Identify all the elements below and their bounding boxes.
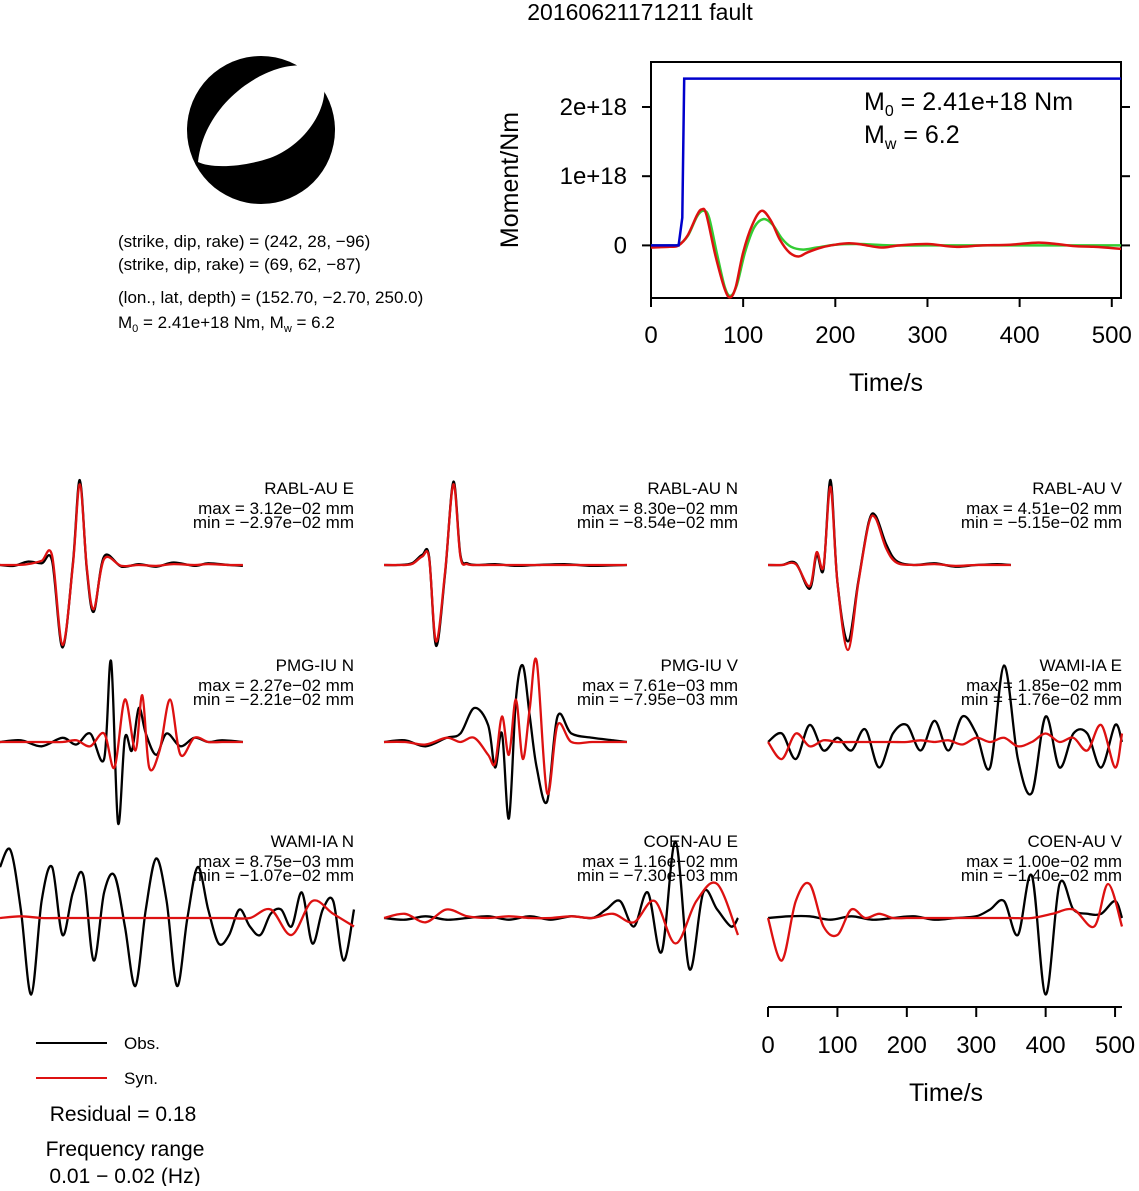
moment-x-axis: 0 100 200 300 400 500 bbox=[644, 298, 1132, 349]
moment-xtick-label: 200 bbox=[815, 322, 855, 349]
wave-xtick-label: 400 bbox=[1026, 1032, 1066, 1059]
waveform-time-axis: 0 100 200 300 400 500 Time/s bbox=[761, 1006, 1135, 1107]
moment-ytick-label: 2e+18 bbox=[560, 94, 627, 121]
waveform-synthetic bbox=[767, 723, 1124, 769]
waveform-min-label: min = −1.40e−02 mm bbox=[961, 866, 1122, 885]
wave-xtick-label: 300 bbox=[956, 1032, 996, 1059]
wave-axis-ticks: 0 100 200 300 400 500 bbox=[761, 1007, 1135, 1059]
moment-series bbox=[650, 77, 1122, 299]
waveform-observed bbox=[383, 663, 628, 820]
waveform-max-label: max = 8.30e−02 mm bbox=[582, 499, 738, 518]
waveform-observed bbox=[767, 873, 1124, 996]
wave-xtick-label: 200 bbox=[887, 1032, 927, 1059]
waveform-station-label: RABL-AU V bbox=[1032, 479, 1122, 498]
waveform-min-label: min = −2.21e−02 mm bbox=[193, 690, 354, 709]
source-plane-1: (strike, dip, rake) = (242, 28, −96) bbox=[118, 232, 370, 251]
waveform-observed bbox=[767, 664, 1124, 796]
waveform-max-label: max = 2.27e−02 mm bbox=[198, 676, 354, 695]
waveform-station-label: RABL-AU E bbox=[264, 479, 354, 498]
wave-xtick-label: 500 bbox=[1095, 1032, 1135, 1059]
moment-line-cumulative bbox=[651, 77, 1121, 247]
waveform-min-label: min = −1.07e−02 mm bbox=[193, 866, 354, 885]
wave-axis-label: Time/s bbox=[909, 1079, 983, 1107]
waveform-min-label: min = −7.30e−03 mm bbox=[577, 866, 738, 885]
waveform-max-label: max = 7.61e−03 mm bbox=[582, 676, 738, 695]
waveform-observed bbox=[0, 847, 356, 996]
moment-xtick-label: 400 bbox=[1000, 322, 1040, 349]
moment-ytick-label: 1e+18 bbox=[560, 163, 627, 190]
waveform-station-label: WAMI-IA E bbox=[1040, 656, 1123, 675]
moment-ytick-label: 0 bbox=[614, 232, 627, 259]
waveform-synthetic bbox=[766, 881, 1124, 962]
legend-obs-label: Obs. bbox=[124, 1034, 160, 1053]
wave-xtick-label: 0 bbox=[761, 1032, 774, 1059]
waveform-max-label: max = 1.00e−02 mm bbox=[966, 852, 1122, 871]
waveform-min-label: min = −8.54e−02 mm bbox=[577, 513, 738, 532]
waveform-station-label: COEN-AU E bbox=[644, 832, 738, 851]
moment-y-label: Moment/Nm bbox=[496, 112, 524, 248]
waveform-observed bbox=[0, 659, 244, 826]
source-magnitude: M0 = 2.41e+18 Nm, Mw = 6.2 bbox=[118, 313, 335, 335]
moment-m0-label: M0 = 2.41e+18 Nm bbox=[864, 88, 1073, 120]
waveform-max-label: max = 1.85e−02 mm bbox=[966, 676, 1122, 695]
source-info: (strike, dip, rake) = (242, 28, −96) (st… bbox=[118, 232, 423, 335]
source-location: (lon., lat, depth) = (152.70, −2.70, 250… bbox=[118, 288, 423, 307]
waveform-synthetic bbox=[0, 899, 355, 937]
moment-y-axis: 0 1e+18 2e+18 bbox=[560, 94, 1130, 259]
waveform-synthetic bbox=[767, 485, 1011, 652]
residual-text: Residual = 0.18 bbox=[50, 1103, 197, 1126]
waveform-station-label: RABL-AU N bbox=[647, 479, 738, 498]
waveform-max-label: max = 4.51e−02 mm bbox=[966, 499, 1122, 518]
moment-mw-label: Mw = 6.2 bbox=[864, 121, 960, 153]
moment-xtick-label: 100 bbox=[723, 322, 763, 349]
frequency-title: Frequency range bbox=[46, 1138, 205, 1161]
waveform-observed bbox=[383, 840, 739, 971]
waveform-synthetic bbox=[383, 483, 627, 643]
waveform-synthetic bbox=[383, 881, 740, 945]
legend-syn-label: Syn. bbox=[124, 1069, 158, 1088]
waveform-station-label: WAMI-IA N bbox=[271, 832, 354, 851]
waveform-max-label: max = 3.12e−02 mm bbox=[198, 499, 354, 518]
waveform-synthetic bbox=[383, 657, 627, 796]
beachball bbox=[187, 56, 335, 204]
waveform-max-label: max = 8.75e−03 mm bbox=[198, 852, 354, 871]
waveform-min-label: min = −2.97e−02 mm bbox=[193, 513, 354, 532]
moment-line-rate_red bbox=[650, 207, 1122, 299]
beachball-dilatation-lobe bbox=[198, 65, 325, 167]
moment-line-rate_green bbox=[650, 209, 1121, 298]
moment-x-label: Time/s bbox=[849, 369, 923, 397]
waveform-min-label: min = −5.15e−02 mm bbox=[961, 513, 1122, 532]
frequency-range: 0.01 − 0.02 (Hz) bbox=[49, 1165, 200, 1186]
moment-xtick-label: 500 bbox=[1092, 322, 1132, 349]
waveform-synthetic bbox=[0, 483, 243, 647]
moment-rate-plot: 0 1e+18 2e+18 0 100 200 300 400 500 M0 = 2.41e+… bbox=[496, 61, 1132, 397]
waveform-station-label: PMG-IU N bbox=[276, 656, 354, 675]
source-plane-2: (strike, dip, rake) = (69, 62, −87) bbox=[118, 255, 361, 274]
moment-xtick-label: 300 bbox=[907, 322, 947, 349]
waveform-synthetic bbox=[0, 694, 243, 772]
moment-xtick-label: 0 bbox=[644, 322, 657, 349]
waveform-min-label: min = −1.76e−02 mm bbox=[961, 690, 1122, 709]
waveform-station-label: COEN-AU V bbox=[1028, 832, 1123, 851]
wave-xtick-label: 100 bbox=[817, 1032, 857, 1059]
waveform-station-label: PMG-IU V bbox=[661, 656, 739, 675]
waveform-min-label: min = −7.95e−03 mm bbox=[577, 690, 738, 709]
waveform-max-label: max = 1.16e−02 mm bbox=[582, 852, 738, 871]
moment-plot-frame bbox=[650, 61, 1122, 299]
legend: Obs. Syn. bbox=[36, 1034, 160, 1088]
figure-title: 20160621171211 fault bbox=[527, 0, 753, 25]
